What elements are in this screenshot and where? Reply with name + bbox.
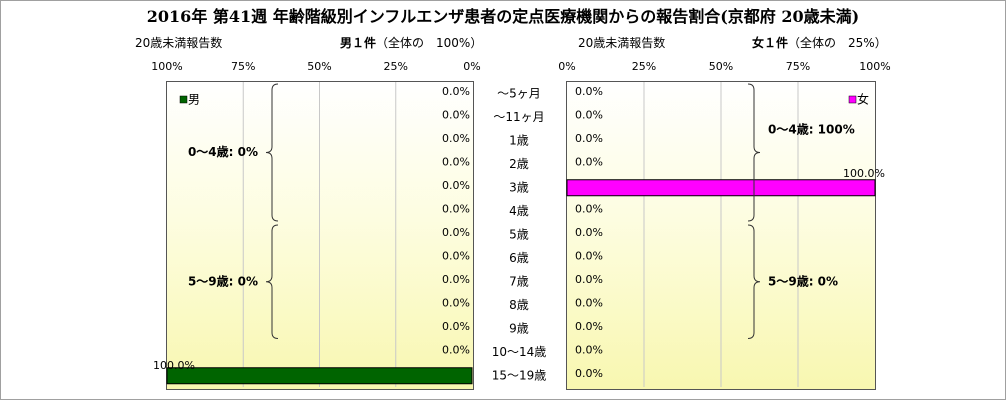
age-category-label: 7歳 — [509, 274, 529, 288]
age-category-label: 9歳 — [509, 321, 529, 335]
male-data-label: 0.0% — [442, 109, 470, 122]
female-data-label: 0.0% — [575, 320, 603, 333]
chart-title: 2016年 第41週 年齢階級別インフルエンザ患者の定点医療機関からの報告割合(… — [146, 7, 860, 26]
female-data-label: 0.0% — [575, 250, 603, 263]
female-data-label: 0.0% — [575, 273, 603, 286]
female-data-label: 0.0% — [575, 203, 603, 216]
male-data-label: 0.0% — [442, 156, 470, 169]
age-category-label: 3歳 — [509, 180, 529, 194]
male-data-label: 0.0% — [442, 344, 470, 357]
female-group-label: 0～4歳: 100% — [768, 122, 855, 137]
male-tick-label: 75% — [231, 60, 256, 73]
age-category-label: 2歳 — [509, 157, 529, 171]
female-bar — [566, 179, 876, 197]
left-header-main: 男１件 — [340, 36, 377, 50]
female-data-label: 0.0% — [575, 226, 603, 239]
male-data-label: 0.0% — [442, 226, 470, 239]
male-legend-swatch — [179, 95, 188, 104]
female-group-brace — [747, 224, 761, 339]
female-data-label: 0.0% — [575, 297, 603, 310]
male-group-label: 5～9歳: 0% — [188, 273, 258, 288]
left-header-paren: （全体の 100%） — [376, 36, 483, 50]
female-data-label: 100.0% — [843, 167, 885, 180]
male-data-label: 0.0% — [442, 85, 470, 98]
age-category-label: ～5ヶ月 — [497, 86, 541, 100]
female-data-label: 0.0% — [575, 156, 603, 169]
male-data-label: 0.0% — [442, 273, 470, 286]
male-bar — [166, 367, 473, 385]
age-category-label: 5歳 — [509, 227, 529, 241]
male-data-label: 100.0% — [153, 359, 195, 372]
female-tick-label: 75% — [785, 60, 811, 73]
age-category-label: 10～14歳 — [492, 345, 547, 359]
age-category-label: 1歳 — [509, 133, 529, 147]
female-data-label: 0.0% — [575, 109, 603, 122]
female-data-label: 0.0% — [575, 367, 603, 380]
left-subtitle: 20歳未満報告数 — [135, 36, 223, 50]
female-legend-swatch — [848, 95, 857, 104]
right-header: 女１件（全体の 25%） — [752, 34, 887, 51]
female-tick-label: 50% — [708, 60, 734, 73]
female-data-label: 0.0% — [575, 85, 603, 98]
right-subtitle: 20歳未満報告数 — [578, 36, 666, 50]
male-legend-label: 男 — [188, 93, 200, 107]
age-category-label: 6歳 — [509, 251, 529, 265]
male-tick-label: 25% — [383, 60, 408, 73]
female-tick-label: 100% — [859, 60, 891, 73]
male-data-label: 0.0% — [442, 179, 470, 192]
female-tick-label: 25% — [631, 60, 657, 73]
male-group-brace — [265, 224, 279, 339]
age-category-label: 15～19歳 — [492, 368, 547, 382]
female-tick-label: 0% — [558, 60, 576, 73]
left-header: 男１件（全体の 100%） — [340, 34, 482, 51]
female-data-label: 0.0% — [575, 132, 603, 145]
female-legend-label: 女 — [857, 92, 869, 107]
male-tick-label: 50% — [307, 60, 332, 73]
female-data-label: 0.0% — [575, 344, 603, 357]
male-data-label: 0.0% — [442, 132, 470, 145]
age-category-label: 8歳 — [509, 298, 529, 312]
age-category-label: ～11ヶ月 — [493, 110, 544, 124]
male-group-brace — [265, 83, 279, 222]
male-tick-label: 0% — [463, 60, 481, 73]
male-data-label: 0.0% — [442, 250, 470, 263]
female-group-label: 5～9歳: 0% — [768, 273, 838, 288]
right-header-main: 女１件 — [752, 36, 789, 50]
right-header-paren: （全体の 25%） — [788, 36, 887, 50]
male-data-label: 0.0% — [442, 203, 470, 216]
male-data-label: 0.0% — [442, 297, 470, 310]
female-group-brace — [747, 83, 761, 222]
male-group-label: 0～4歳: 0% — [188, 144, 258, 159]
male-tick-label: 100% — [151, 60, 183, 73]
male-data-label: 0.0% — [442, 320, 470, 333]
age-category-label: 4歳 — [509, 204, 529, 218]
